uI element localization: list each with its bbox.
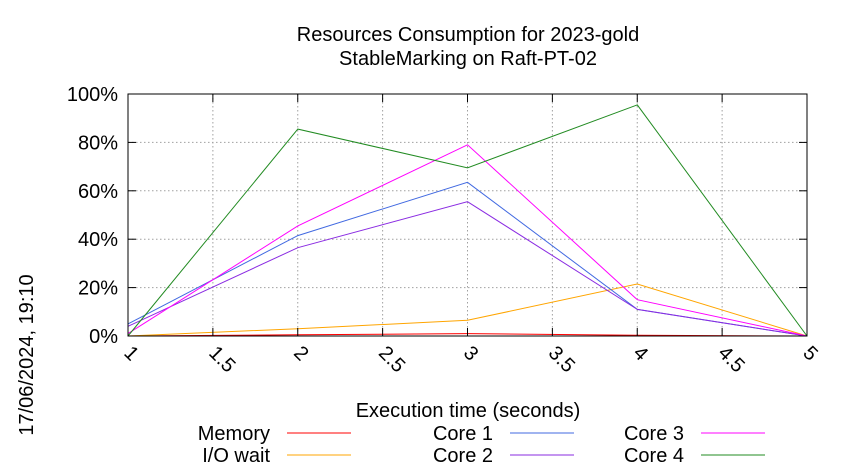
grid [128,94,807,336]
legend-label-i-o-wait: I/O wait [202,445,270,467]
x-tick-label: 2.5 [374,342,409,377]
legend-label-core-2: Core 2 [433,445,493,467]
x-tick-label: 3 [459,342,482,365]
x-tick-label: 1 [119,342,142,365]
ticks: 0% 20% 40% 60% 80% 100% 1 1.5 2 2.5 3 3.5 4 4.5 5 [67,84,822,377]
y-tick-label: 20% [78,278,118,300]
y-tick-label: 0% [89,326,118,348]
x-tick-label: 1.5 [204,342,239,377]
x-tick-label: 4.5 [714,342,749,377]
series-line-core-3 [127,144,808,337]
timestamp-label: 17/06/2024, 19:10 [16,274,38,435]
x-tick-label: 4 [629,342,652,365]
legend-label-core-1: Core 1 [433,423,493,445]
x-axis-label: Execution time (seconds) [356,400,581,422]
series-lines [127,104,808,337]
chart-title-line-2: StableMarking on Raft-PT-02 [339,48,597,70]
y-tick-label: 100% [67,84,118,106]
legend-label-core-3: Core 3 [624,423,684,445]
chart-title-line-1: Resources Consumption for 2023-gold [297,24,639,46]
legend-label-memory: Memory [198,423,270,445]
y-tick-label: 60% [78,181,118,203]
y-tick-label: 80% [78,132,118,154]
x-tick-label: 5 [798,342,821,365]
series-line-core-4 [127,104,808,337]
x-tick-label: 2 [289,342,312,365]
series-line-i-o-wait [127,283,808,337]
x-tick-label: 3.5 [544,342,579,377]
legend-label-core-4: Core 4 [624,445,684,467]
y-tick-label: 40% [78,229,118,251]
series-line-core-2 [127,201,808,337]
